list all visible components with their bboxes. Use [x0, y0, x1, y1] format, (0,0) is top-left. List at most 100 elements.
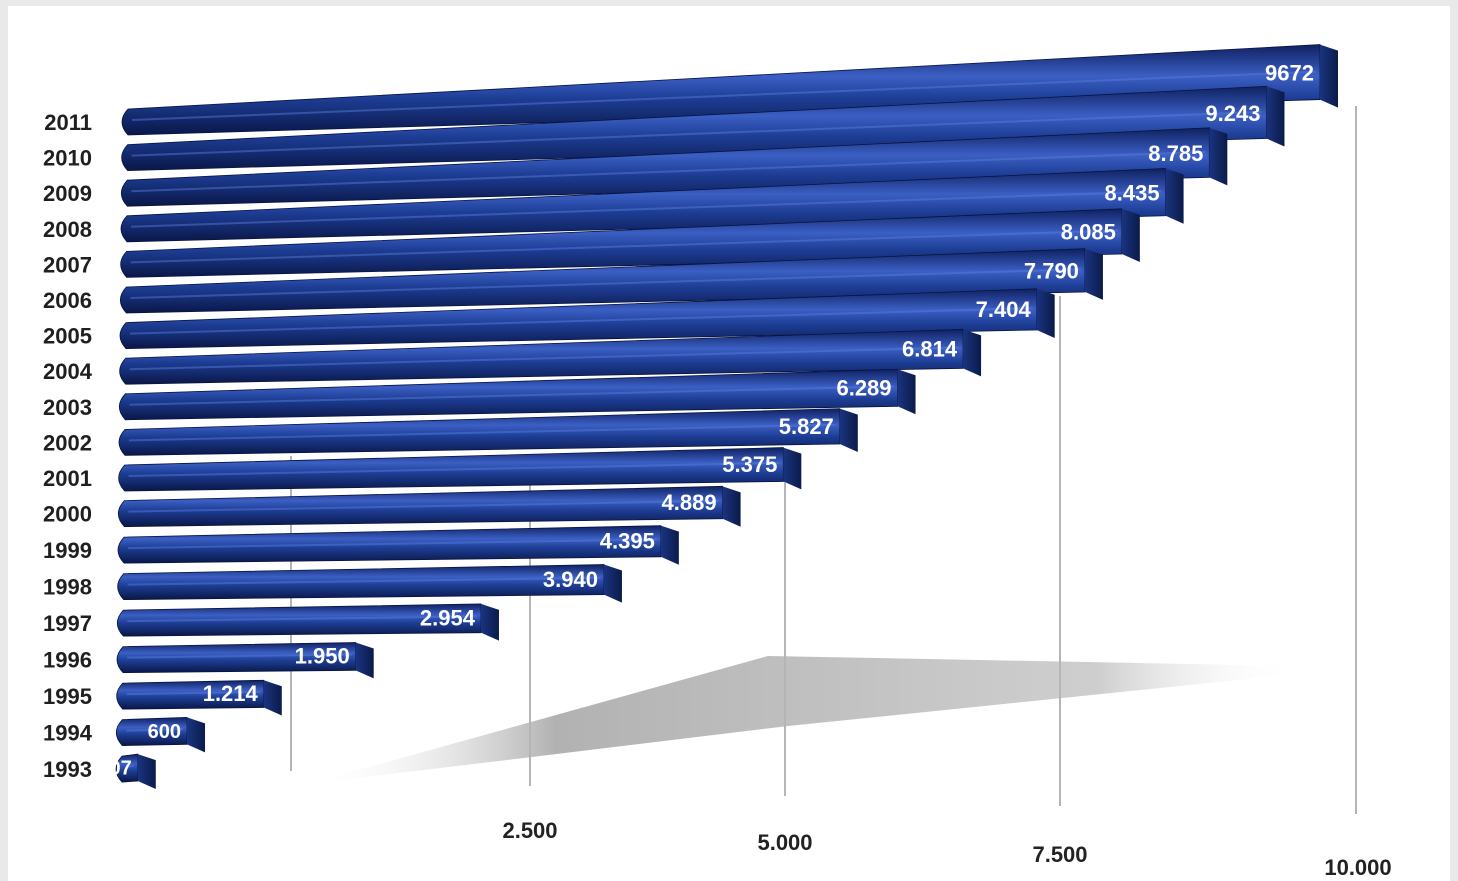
category-label-2011: 2011 — [44, 110, 92, 135]
bar-1999 — [117, 525, 679, 565]
category-label-1998: 1998 — [43, 575, 92, 600]
bar-cap-2009 — [1209, 127, 1228, 186]
bar-highlight-1993 — [126, 764, 134, 769]
bar-chart: 2011 9672 2010 9.243 2009 8.785 2008 8.435 2007 8… — [43, 44, 1392, 880]
bar-body-2002 — [118, 408, 841, 456]
bars — [115, 44, 1338, 789]
bar-body-2003 — [118, 368, 898, 421]
value-label-2005: 7.404 — [976, 297, 1032, 322]
bar-body-1993 — [115, 753, 139, 783]
x-tick-label-5000: 5.000 — [757, 830, 812, 855]
bar-cap-2005 — [1036, 288, 1055, 338]
bar-2003 — [118, 368, 916, 421]
value-label-2003: 6.289 — [836, 375, 891, 400]
bar-cap-1996 — [355, 642, 374, 679]
value-label-2004: 6.814 — [902, 337, 958, 362]
bar-1996 — [116, 642, 374, 679]
bar-highlight-2009 — [131, 150, 1206, 193]
labels: 2011 9672 2010 9.243 2009 8.785 2008 8.435 2007 8… — [43, 61, 1314, 782]
bar-body-1995 — [116, 679, 265, 710]
category-label-2010: 2010 — [43, 146, 92, 171]
bar-body-2001 — [118, 447, 784, 492]
bar-highlight-1999 — [128, 538, 657, 550]
category-label-2008: 2008 — [43, 217, 92, 242]
value-label-2006: 7.790 — [1024, 258, 1079, 283]
value-label-1993: 207 — [98, 758, 131, 780]
category-label-1999: 1999 — [43, 538, 92, 563]
category-label-1996: 1996 — [43, 648, 92, 673]
category-label-1994: 1994 — [43, 721, 93, 746]
bar-cap-2006 — [1084, 248, 1103, 300]
bar-cap-1995 — [263, 680, 282, 716]
category-label-2004: 2004 — [43, 359, 93, 384]
value-label-2007: 8.085 — [1061, 219, 1116, 244]
category-label-2005: 2005 — [43, 324, 92, 349]
bar-highlight-2003 — [129, 385, 894, 406]
bar-cap-1993 — [137, 754, 156, 789]
bar-cap-2007 — [1121, 208, 1140, 262]
chart-frame: 2011 9672 2010 9.243 2009 8.785 2008 8.435 2007 8… — [8, 6, 1450, 881]
bar-highlight-1998 — [127, 576, 600, 586]
bar-body-1998 — [117, 564, 605, 601]
bar-body-1997 — [116, 603, 482, 637]
value-label-1995: 1.214 — [203, 681, 259, 706]
bar-highlight-2005 — [130, 307, 1033, 335]
bar-highlight-2008 — [131, 190, 1162, 228]
value-label-2011: 9672 — [1265, 61, 1314, 86]
category-label-2006: 2006 — [43, 288, 92, 313]
bar-1997 — [116, 603, 499, 641]
bar-cap-1997 — [480, 603, 499, 641]
value-label-2002: 5.827 — [779, 414, 834, 439]
bar-highlight-2004 — [129, 346, 960, 371]
category-label-2000: 2000 — [43, 502, 92, 527]
floor-shadow — [308, 656, 1298, 784]
bar-cap-2000 — [722, 486, 741, 527]
bar-cap-1999 — [660, 525, 679, 565]
bar-2009 — [120, 127, 1228, 207]
category-label-2007: 2007 — [43, 252, 92, 277]
value-label-1998: 3.940 — [543, 567, 598, 592]
value-label-1997: 2.954 — [420, 605, 476, 630]
bar-highlight-1994 — [126, 727, 184, 732]
x-axis: 2.500 5.000 7.500 10.000 — [502, 818, 1391, 880]
bar-2001 — [118, 447, 802, 492]
bar-cap-2004 — [963, 329, 982, 377]
bar-cap-2008 — [1165, 168, 1184, 224]
x-tick-label-7500: 7.500 — [1032, 842, 1087, 867]
x-tick-label-10000: 10.000 — [1324, 855, 1391, 880]
bar-highlight-2002 — [129, 423, 836, 442]
bar-cap-2011 — [1320, 44, 1338, 108]
bar-2000 — [117, 485, 741, 528]
category-label-1997: 1997 — [43, 611, 92, 636]
value-label-2008: 8.435 — [1105, 180, 1160, 205]
bar-2004 — [119, 328, 982, 385]
bar-highlight-2006 — [130, 268, 1081, 299]
bar-2010 — [121, 85, 1285, 172]
bar-highlight-2007 — [130, 229, 1118, 264]
bar-cap-2001 — [783, 447, 802, 490]
x-tick-label-2500: 2.500 — [502, 818, 557, 843]
category-label-2002: 2002 — [43, 430, 92, 455]
category-label-1995: 1995 — [43, 684, 92, 709]
bar-highlight-1996 — [127, 653, 352, 659]
value-label-2000: 4.889 — [662, 490, 717, 515]
bar-highlight-2011 — [132, 70, 1316, 121]
bar-highlight-2010 — [131, 110, 1263, 157]
bar-body-1994 — [115, 716, 188, 747]
bar-highlight-1997 — [127, 615, 477, 623]
bar-cap-2003 — [897, 369, 916, 415]
bar-body-2004 — [119, 328, 964, 385]
value-label-2001: 5.375 — [722, 452, 777, 477]
category-label-2003: 2003 — [43, 395, 92, 420]
bar-highlight-1995 — [126, 690, 260, 696]
floor-shadow-shape — [308, 656, 1298, 784]
bar-highlight-2001 — [128, 461, 780, 477]
bar-1998 — [117, 564, 622, 603]
category-label-2001: 2001 — [43, 466, 92, 491]
category-label-2009: 2009 — [43, 181, 92, 206]
category-label-1993: 1993 — [43, 757, 92, 782]
bar-1994 — [115, 716, 206, 753]
value-label-2010: 9.243 — [1205, 101, 1260, 126]
bar-body-1996 — [116, 642, 357, 674]
bar-body-1999 — [117, 525, 662, 564]
